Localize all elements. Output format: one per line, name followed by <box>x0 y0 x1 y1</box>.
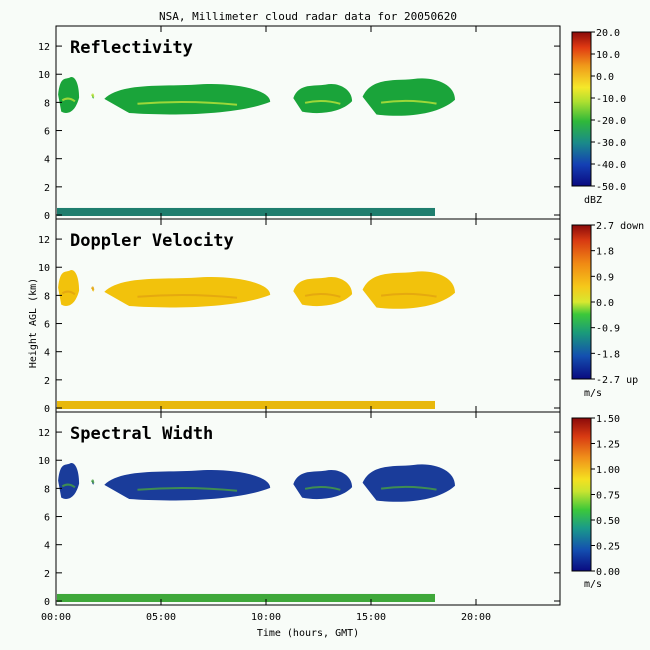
colorbar-label: 1.00 <box>596 465 620 476</box>
panel-title: Reflectivity <box>70 38 193 58</box>
cloud-segment-0 <box>58 269 80 306</box>
colorbar <box>571 224 592 380</box>
y-tick-label: 0 <box>44 597 50 608</box>
y-tick-label: 6 <box>44 127 50 138</box>
cloud-texture-2 <box>137 293 238 299</box>
y-tick-label: 10 <box>38 456 50 467</box>
cloud-segment-3 <box>293 276 353 307</box>
surface-layer <box>57 400 435 409</box>
colorbar-unit: m/s <box>584 579 602 590</box>
colorbar-label: 0.00 <box>596 567 620 578</box>
cloud-texture-3 <box>304 100 341 105</box>
colorbar-label: 0.0 <box>596 298 614 309</box>
colorbar-unit: dBZ <box>584 195 602 206</box>
y-tick-label: 4 <box>44 155 50 166</box>
colorbar-label: -40.0 <box>596 160 626 171</box>
cloud-texture-1 <box>91 479 95 484</box>
colorbar <box>571 31 592 187</box>
x-tick-label: 10:00 <box>251 612 281 623</box>
colorbar-label: -50.0 <box>596 182 626 193</box>
colorbar-label: 0.9 <box>596 272 614 283</box>
cloud-texture-4 <box>380 99 437 105</box>
y-axis-label: Height AGL (km) <box>28 278 39 368</box>
figure-title: NSA, Millimeter cloud radar data for 200… <box>159 10 457 23</box>
x-tick-label: 05:00 <box>146 612 176 623</box>
cloud-segment-3 <box>293 83 353 114</box>
y-tick-label: 4 <box>44 348 50 359</box>
surface-layer <box>57 207 435 216</box>
colorbar-label: 2.7 down <box>596 221 644 232</box>
plot-frame <box>55 411 561 606</box>
y-tick-label: 6 <box>44 513 50 524</box>
y-tick-label: 12 <box>38 42 50 53</box>
x-tick-label: 15:00 <box>356 612 386 623</box>
x-tick-label: 20:00 <box>461 612 491 623</box>
colorbar-label: 0.25 <box>596 542 620 553</box>
colorbar-label: 0.0 <box>596 72 614 83</box>
colorbar-label: -0.9 <box>596 324 620 335</box>
y-tick-label: 12 <box>38 235 50 246</box>
colorbar-unit: m/s <box>584 388 602 399</box>
cloud-segment-0 <box>58 76 80 113</box>
cloud-texture-0 <box>61 483 76 489</box>
panel-title: Spectral Width <box>70 424 213 444</box>
plot-frame <box>55 218 561 413</box>
colorbar-label: 0.75 <box>596 491 620 502</box>
y-tick-label: 2 <box>44 376 50 387</box>
cloud-texture-1 <box>91 286 95 291</box>
colorbar-label: 20.0 <box>596 28 620 39</box>
y-tick-label: 12 <box>38 428 50 439</box>
y-tick-label: 10 <box>38 70 50 81</box>
cloud-texture-2 <box>137 486 238 492</box>
cloud-texture-3 <box>304 293 341 298</box>
cloud-texture-1 <box>91 93 95 98</box>
y-tick-label: 4 <box>44 541 50 552</box>
cloud-segment-2 <box>104 83 271 115</box>
y-tick-label: 10 <box>38 263 50 274</box>
cloud-segment-4 <box>362 271 455 309</box>
panel-title: Doppler Velocity <box>70 231 234 251</box>
cloud-segment-4 <box>362 78 455 116</box>
y-tick-label: 8 <box>44 291 50 302</box>
colorbar-label: 0.50 <box>596 516 620 527</box>
cloud-texture-0 <box>61 97 76 103</box>
cloud-texture-2 <box>137 100 238 106</box>
cloud-texture-3 <box>304 486 341 491</box>
colorbar <box>571 417 592 572</box>
cloud-segment-3 <box>293 469 353 500</box>
colorbar-label: -2.7 up <box>596 375 638 386</box>
colorbar-label: 10.0 <box>596 50 620 61</box>
colorbar-label: 1.8 <box>596 247 614 258</box>
colorbar-label: -1.8 <box>596 349 620 360</box>
cloud-texture-0 <box>61 290 76 296</box>
cloud-segment-0 <box>58 462 80 499</box>
y-tick-label: 2 <box>44 569 50 580</box>
plot-frame <box>55 25 561 220</box>
y-tick-label: 2 <box>44 183 50 194</box>
cloud-segment-4 <box>362 464 455 502</box>
cloud-texture-4 <box>380 485 437 491</box>
y-tick-label: 8 <box>44 98 50 109</box>
cloud-texture-4 <box>380 292 437 298</box>
cloud-segment-2 <box>104 469 271 501</box>
x-axis-label: Time (hours, GMT) <box>257 628 359 639</box>
cloud-segment-2 <box>104 276 271 308</box>
y-tick-label: 0 <box>44 211 50 222</box>
colorbar-label: -10.0 <box>596 94 626 105</box>
y-tick-label: 6 <box>44 320 50 331</box>
colorbar-label: -20.0 <box>596 116 626 127</box>
x-tick-label: 00:00 <box>41 612 71 623</box>
colorbar-label: -30.0 <box>596 138 626 149</box>
colorbar-label: 1.50 <box>596 414 620 425</box>
panel-reflectivity: 0 2 4 6 8 10 12 Reflectivity 20.0 10.0 0.0 -10.0 -20… <box>38 25 626 222</box>
y-tick-label: 8 <box>44 484 50 495</box>
y-tick-label: 0 <box>44 404 50 415</box>
surface-layer <box>57 593 435 602</box>
panel-spectral-width: 0 2 4 6 8 10 12 00:00 05:00 10:00 15:00 20:00 Spectr… <box>38 411 620 623</box>
colorbar-label: 1.25 <box>596 440 620 451</box>
panel-doppler-velocity: 0 2 4 6 8 10 12 Doppler Velocity 2.7 down 1.8 0.9 0… <box>38 218 644 415</box>
